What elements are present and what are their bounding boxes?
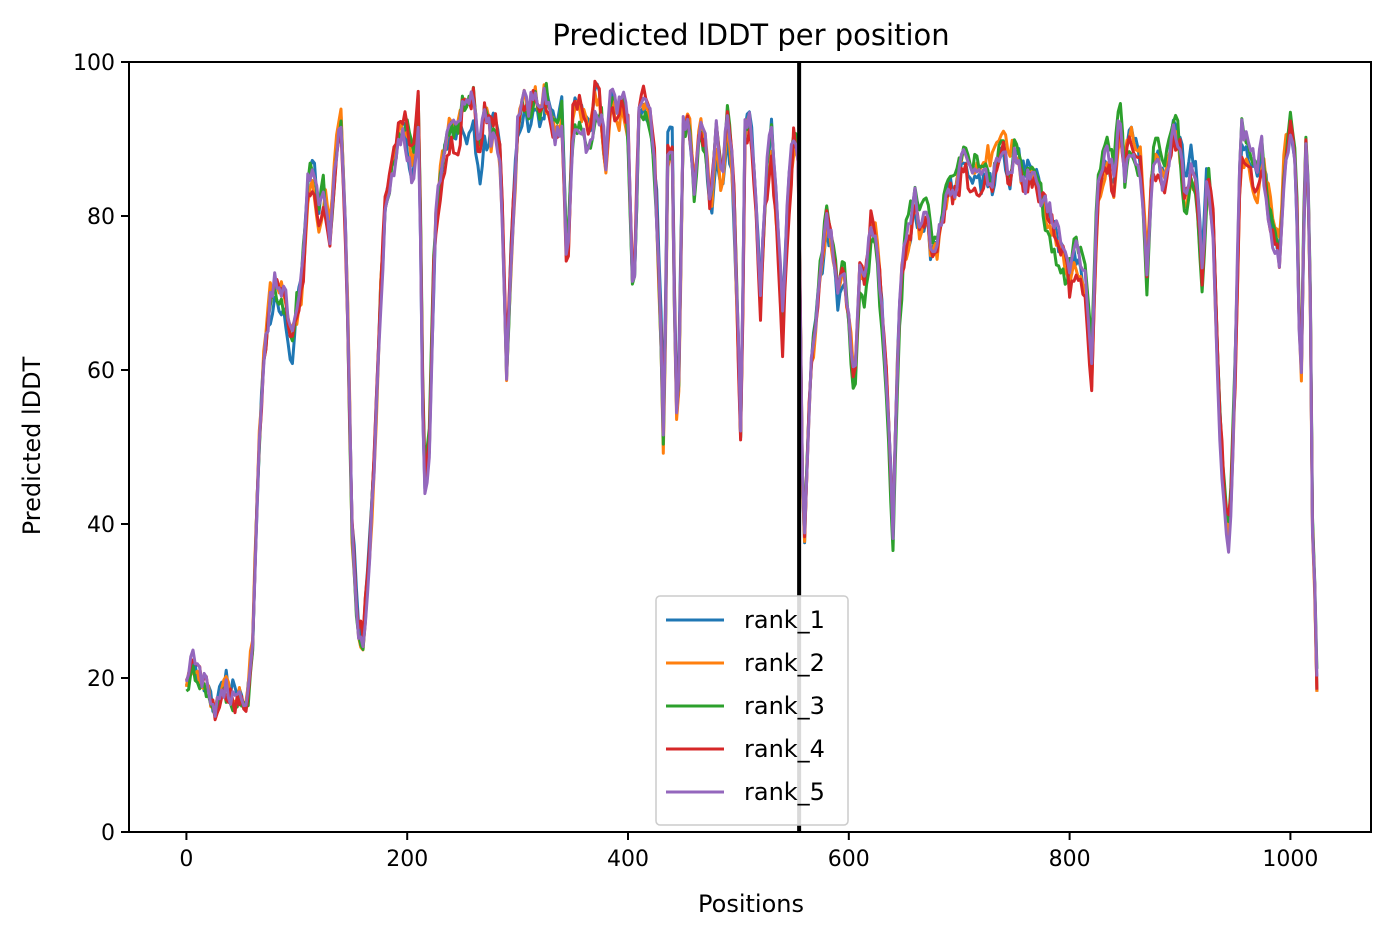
y-axis-label: Predicted lDDT <box>18 356 46 535</box>
legend-label-rank_4: rank_4 <box>744 735 825 763</box>
y-tick-label: 0 <box>101 821 115 846</box>
y-axis: 0 20 40 60 80 100 <box>73 51 129 846</box>
x-tick-label: 400 <box>607 847 649 872</box>
legend: rank_1 rank_2 rank_3 rank_4 rank_5 <box>655 595 849 826</box>
legend-label-rank_3: rank_3 <box>744 692 825 720</box>
x-tick-label: 1000 <box>1262 847 1318 872</box>
series-line-rank_5 <box>184 86 1319 718</box>
legend-label-rank_2: rank_2 <box>744 649 825 677</box>
chart-title: Predicted lDDT per position <box>552 18 949 52</box>
plot-frame <box>128 61 1372 833</box>
y-tick-label: 60 <box>87 359 115 384</box>
legend-box <box>655 595 849 826</box>
series-layer <box>184 79 1319 722</box>
y-tick-label: 100 <box>73 51 115 76</box>
y-tick-label: 40 <box>87 513 115 538</box>
x-tick-label: 0 <box>179 847 193 872</box>
x-tick-label: 600 <box>828 847 870 872</box>
legend-label-rank_1: rank_1 <box>744 606 825 634</box>
legend-label-rank_5: rank_5 <box>744 778 825 806</box>
x-axis: 0 200 400 600 800 1000 <box>179 832 1318 872</box>
x-tick-label: 200 <box>386 847 428 872</box>
x-tick-label: 800 <box>1049 847 1091 872</box>
plot-area <box>128 61 1372 833</box>
y-tick-label: 20 <box>87 667 115 692</box>
x-axis-label: Positions <box>698 890 804 918</box>
y-tick-label: 80 <box>87 205 115 230</box>
